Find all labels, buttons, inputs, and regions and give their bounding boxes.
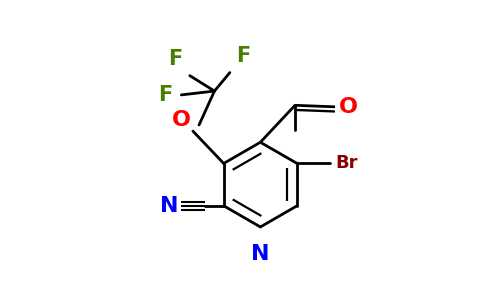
Text: F: F <box>158 85 172 105</box>
Text: O: O <box>339 97 358 117</box>
Text: F: F <box>168 50 182 70</box>
Text: F: F <box>236 46 250 66</box>
Text: N: N <box>251 244 270 264</box>
Text: Br: Br <box>335 154 358 172</box>
Text: O: O <box>172 110 191 130</box>
Text: N: N <box>160 196 178 216</box>
